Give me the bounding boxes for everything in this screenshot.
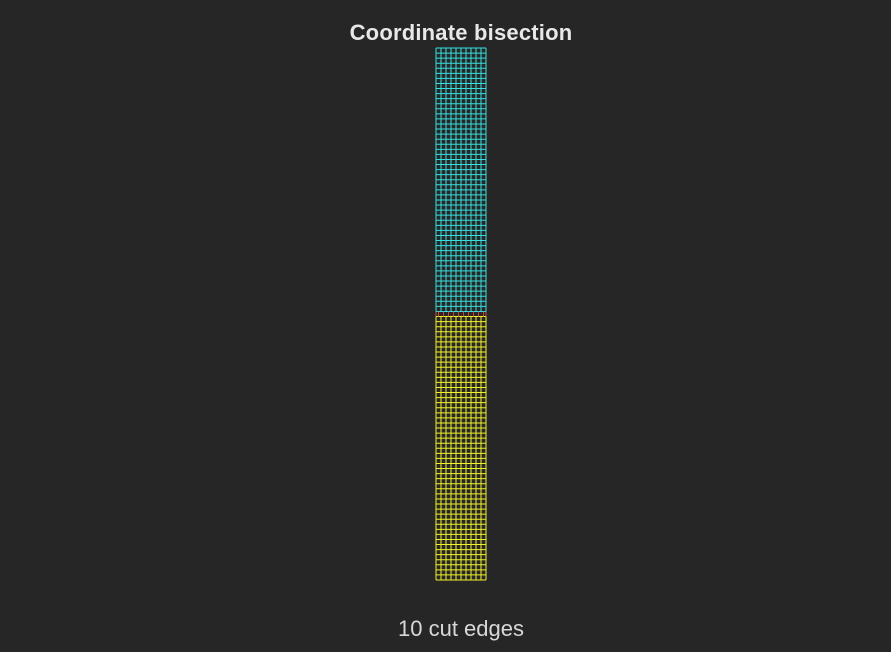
partition-bottom [435, 316, 487, 581]
cut-edges-caption: 10 cut edges [398, 616, 524, 641]
figure-title: Coordinate bisection [349, 20, 573, 45]
partition-top [435, 47, 487, 312]
cut-edges [435, 311, 487, 317]
